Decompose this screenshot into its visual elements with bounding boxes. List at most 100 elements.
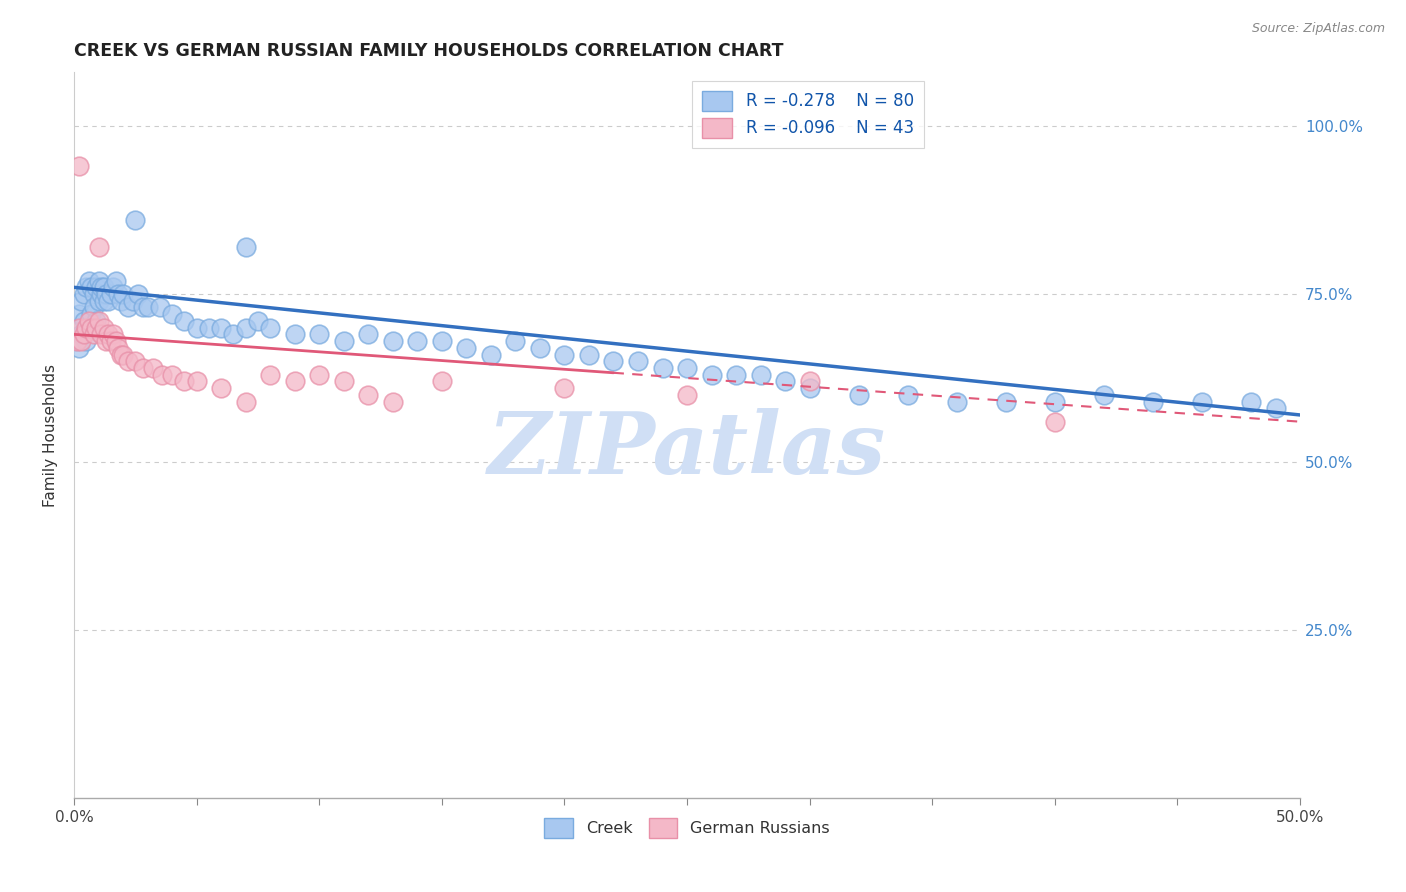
Point <box>84 280 107 294</box>
Point <box>222 327 245 342</box>
Point <box>725 368 748 382</box>
Point <box>73 287 96 301</box>
Point <box>357 388 380 402</box>
Point <box>97 327 120 342</box>
Point <box>77 274 100 288</box>
Point <box>799 381 821 395</box>
Point <box>73 314 96 328</box>
Point <box>90 280 112 294</box>
Point <box>284 327 307 342</box>
Text: CREEK VS GERMAN RUSSIAN FAMILY HOUSEHOLDS CORRELATION CHART: CREEK VS GERMAN RUSSIAN FAMILY HOUSEHOLD… <box>75 42 783 60</box>
Point <box>70 334 93 348</box>
Point <box>75 280 97 294</box>
Point <box>83 301 105 315</box>
Point <box>90 287 112 301</box>
Point <box>1191 394 1213 409</box>
Point <box>430 334 453 348</box>
Point <box>627 354 650 368</box>
Point <box>142 360 165 375</box>
Point <box>676 360 699 375</box>
Point <box>235 320 257 334</box>
Point <box>100 334 122 348</box>
Point <box>994 394 1017 409</box>
Point <box>93 320 115 334</box>
Point <box>132 360 155 375</box>
Point <box>456 341 478 355</box>
Point <box>160 368 183 382</box>
Text: Source: ZipAtlas.com: Source: ZipAtlas.com <box>1251 22 1385 36</box>
Point <box>110 347 132 361</box>
Point <box>1264 401 1286 416</box>
Point <box>93 280 115 294</box>
Point <box>67 320 90 334</box>
Point <box>1240 394 1263 409</box>
Point <box>259 320 281 334</box>
Point <box>80 307 103 321</box>
Point <box>357 327 380 342</box>
Point <box>110 293 132 308</box>
Point <box>235 240 257 254</box>
Point <box>799 375 821 389</box>
Point <box>97 293 120 308</box>
Point <box>651 360 673 375</box>
Point <box>381 334 404 348</box>
Point <box>94 287 117 301</box>
Point <box>87 314 110 328</box>
Point <box>749 368 772 382</box>
Point <box>87 240 110 254</box>
Point <box>479 347 502 361</box>
Point <box>150 368 173 382</box>
Text: ZIPatlas: ZIPatlas <box>488 408 886 491</box>
Point <box>117 354 139 368</box>
Point <box>77 314 100 328</box>
Y-axis label: Family Households: Family Households <box>44 364 58 507</box>
Point <box>1142 394 1164 409</box>
Point <box>73 327 96 342</box>
Point <box>1092 388 1115 402</box>
Point <box>117 301 139 315</box>
Point <box>529 341 551 355</box>
Point <box>107 341 129 355</box>
Point <box>67 341 90 355</box>
Point <box>160 307 183 321</box>
Point <box>173 314 195 328</box>
Point <box>553 347 575 361</box>
Point <box>84 314 107 328</box>
Point <box>67 160 90 174</box>
Point <box>93 293 115 308</box>
Point <box>65 334 87 348</box>
Point <box>80 280 103 294</box>
Point <box>65 334 87 348</box>
Point <box>132 301 155 315</box>
Point <box>103 280 125 294</box>
Point <box>945 394 967 409</box>
Point <box>83 287 105 301</box>
Point <box>70 327 93 342</box>
Point <box>602 354 624 368</box>
Point <box>112 347 135 361</box>
Point <box>83 327 105 342</box>
Point <box>773 375 796 389</box>
Point <box>75 320 97 334</box>
Point <box>90 327 112 342</box>
Point <box>124 354 146 368</box>
Point <box>94 334 117 348</box>
Point <box>136 301 159 315</box>
Point <box>1043 415 1066 429</box>
Point <box>77 320 100 334</box>
Point <box>246 314 269 328</box>
Point <box>100 287 122 301</box>
Point <box>149 301 172 315</box>
Point <box>308 368 330 382</box>
Point <box>87 293 110 308</box>
Point <box>235 394 257 409</box>
Point <box>209 320 232 334</box>
Point <box>333 375 356 389</box>
Point <box>333 334 356 348</box>
Point <box>676 388 699 402</box>
Point <box>198 320 221 334</box>
Point <box>259 368 281 382</box>
Point <box>381 394 404 409</box>
Point <box>127 287 149 301</box>
Point <box>186 375 208 389</box>
